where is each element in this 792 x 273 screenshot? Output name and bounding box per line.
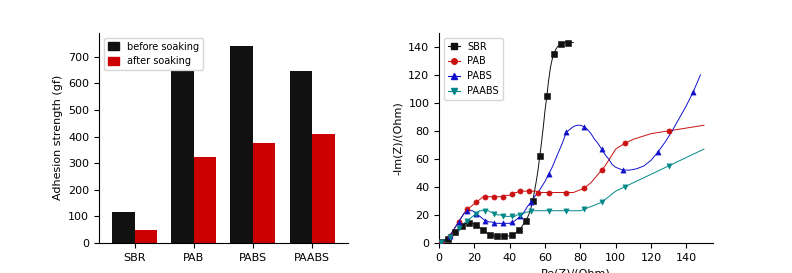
PABS	[444, 234, 456, 238]
SBR	[470, 222, 482, 227]
PAB	[596, 168, 608, 172]
Bar	[171, 71, 194, 243]
PAB	[560, 190, 573, 195]
SBR	[547, 52, 560, 56]
PABS	[596, 147, 608, 151]
PAB	[497, 195, 509, 199]
PAB	[478, 195, 491, 199]
Y-axis label: Adhesion strength (gf): Adhesion strength (gf)	[52, 75, 63, 200]
SBR	[534, 154, 546, 158]
PAB	[662, 129, 675, 133]
PAB	[435, 240, 447, 244]
X-axis label: Re(Z)/(Ohm): Re(Z)/(Ohm)	[541, 268, 611, 273]
PAB	[461, 207, 474, 212]
PAABS	[505, 214, 518, 218]
PAABS	[470, 211, 482, 216]
PAB	[531, 190, 544, 195]
PABS	[505, 220, 518, 224]
SBR	[520, 218, 532, 223]
PABS	[514, 214, 527, 218]
PAB	[577, 186, 590, 191]
Bar	[312, 134, 335, 243]
Legend: SBR, PAB, PABS, PAABS: SBR, PAB, PABS, PAABS	[444, 38, 503, 100]
PAABS	[543, 209, 555, 213]
Bar	[112, 212, 135, 243]
PAABS	[452, 225, 465, 230]
PAB	[619, 141, 631, 146]
SBR	[562, 40, 574, 45]
Legend: before soaking, after soaking: before soaking, after soaking	[104, 38, 204, 70]
PABS	[452, 220, 465, 224]
PABS	[470, 211, 482, 216]
PAABS	[560, 209, 573, 213]
PAABS	[619, 185, 631, 189]
PABS	[478, 218, 491, 223]
PAB	[470, 200, 482, 204]
SBR	[527, 199, 539, 203]
PAB	[523, 189, 535, 193]
PAABS	[577, 207, 590, 212]
SBR	[449, 230, 462, 234]
PABS	[488, 221, 501, 225]
PABS	[524, 200, 537, 204]
PAB	[543, 190, 555, 195]
Bar	[290, 71, 312, 243]
PAABS	[488, 211, 501, 216]
Y-axis label: -Im(Z)/(Ohm): -Im(Z)/(Ohm)	[393, 101, 403, 175]
PAABS	[478, 209, 491, 213]
PAABS	[596, 200, 608, 204]
PABS	[543, 172, 555, 176]
PAB	[452, 220, 465, 224]
PABS	[560, 130, 573, 134]
SBR	[484, 232, 497, 237]
PAABS	[662, 164, 675, 168]
PAABS	[444, 235, 456, 239]
PAB	[488, 195, 501, 199]
PAABS	[514, 213, 527, 217]
PABS	[687, 90, 699, 94]
SBR	[498, 234, 511, 238]
PAABS	[497, 214, 509, 218]
SBR	[442, 237, 455, 241]
PAABS	[461, 218, 474, 223]
PABS	[435, 240, 447, 244]
PABS	[616, 168, 629, 172]
PAABS	[435, 240, 447, 244]
PAB	[505, 192, 518, 196]
PAB	[514, 189, 527, 193]
SBR	[455, 224, 468, 228]
SBR	[554, 42, 567, 46]
PAB	[444, 234, 456, 238]
PAABS	[524, 209, 537, 213]
Bar	[253, 143, 276, 243]
Bar	[135, 230, 157, 243]
Bar	[194, 157, 216, 243]
SBR	[435, 240, 447, 244]
SBR	[540, 94, 553, 98]
SBR	[463, 221, 475, 225]
PABS	[577, 124, 590, 129]
SBR	[512, 228, 525, 233]
PABS	[461, 209, 474, 213]
SBR	[491, 234, 504, 238]
SBR	[477, 228, 489, 233]
PABS	[497, 221, 509, 225]
Bar	[230, 46, 253, 243]
SBR	[505, 232, 518, 237]
PABS	[652, 150, 664, 154]
